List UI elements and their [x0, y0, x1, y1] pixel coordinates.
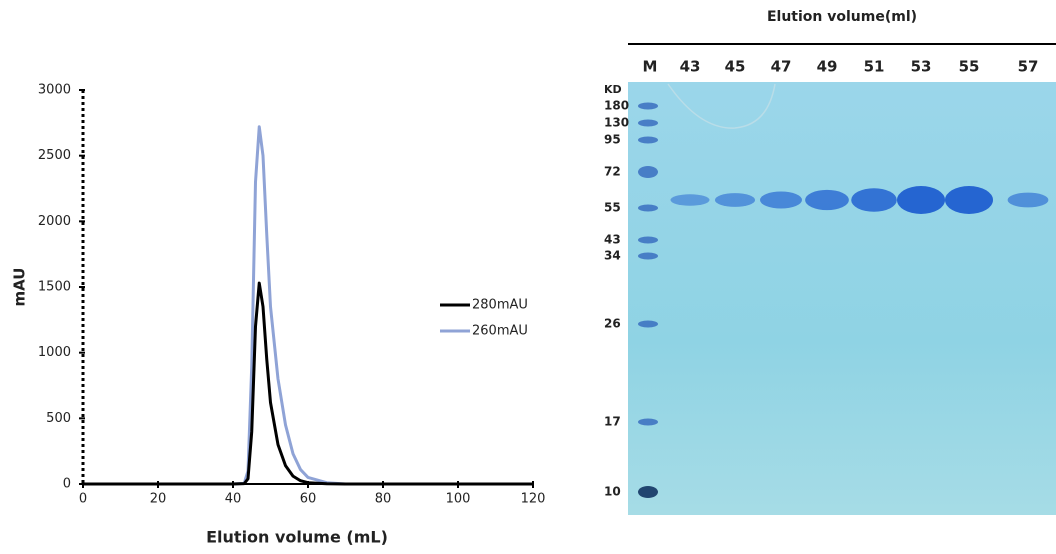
- lane-label: 45: [725, 58, 746, 76]
- marker-band: [638, 119, 658, 127]
- x-tick-label: 100: [446, 492, 471, 507]
- marker-band: [638, 136, 658, 144]
- marker-band: [638, 486, 658, 498]
- y-tick-label: 2000: [38, 214, 71, 229]
- lane-label: 49: [817, 58, 838, 76]
- gel-image: [628, 82, 1056, 515]
- x-tick-label: 20: [150, 492, 167, 507]
- marker-label: 55: [604, 201, 621, 215]
- x-tick-label: 120: [521, 492, 546, 507]
- marker-band: [638, 102, 658, 110]
- lane-label: 43: [680, 58, 701, 76]
- y-tick-label: 1000: [38, 345, 71, 360]
- marker-label: 130: [604, 116, 629, 130]
- y-tick-label: 3000: [38, 83, 71, 98]
- lane-label: 57: [1018, 58, 1039, 76]
- y-tick-label: 0: [63, 477, 71, 492]
- marker-label: 17: [604, 415, 621, 429]
- marker-label: 72: [604, 165, 621, 179]
- marker-band: [638, 418, 658, 426]
- protein-band: [760, 191, 802, 209]
- lane-label: 53: [911, 58, 932, 76]
- x-tick-label: 40: [225, 492, 242, 507]
- y-tick-label: 500: [46, 411, 71, 426]
- gel-title: Elution volume(ml): [767, 9, 917, 25]
- legend-label: 260mAU: [472, 324, 528, 339]
- protein-band: [1007, 192, 1049, 208]
- y-axis-title: mAU: [11, 268, 29, 307]
- x-axis-title: Elution volume (mL): [206, 528, 388, 547]
- gel-well-artifact: [667, 83, 776, 129]
- lane-label: 51: [864, 58, 885, 76]
- marker-band: [638, 252, 658, 260]
- data-line: [83, 281, 533, 486]
- marker-band: [638, 204, 658, 212]
- marker-band: [638, 166, 658, 178]
- x-tick-label: 80: [375, 492, 392, 507]
- protein-band: [670, 194, 710, 206]
- y-tick-label: 2500: [38, 148, 71, 163]
- legend-label: 280mAU: [472, 298, 528, 313]
- marker-band: [638, 320, 658, 328]
- lane-label: M: [643, 58, 658, 76]
- marker-label: 10: [604, 485, 621, 499]
- marker-label: 34: [604, 249, 621, 263]
- protein-band: [851, 188, 897, 212]
- protein-band: [714, 193, 756, 207]
- protein-band: [897, 186, 945, 214]
- y-tick-label: 1500: [38, 280, 71, 295]
- x-tick-label: 0: [79, 492, 87, 507]
- marker-unit: KD: [604, 83, 622, 96]
- x-tick-label: 60: [300, 492, 317, 507]
- marker-band: [638, 236, 658, 244]
- protein-band: [805, 189, 849, 211]
- lane-label: 47: [771, 58, 792, 76]
- protein-band: [945, 186, 993, 214]
- marker-label: 95: [604, 133, 621, 147]
- marker-label: 26: [604, 317, 621, 331]
- marker-label: 180: [604, 99, 629, 113]
- marker-label: 43: [604, 233, 621, 247]
- lane-label: 55: [959, 58, 980, 76]
